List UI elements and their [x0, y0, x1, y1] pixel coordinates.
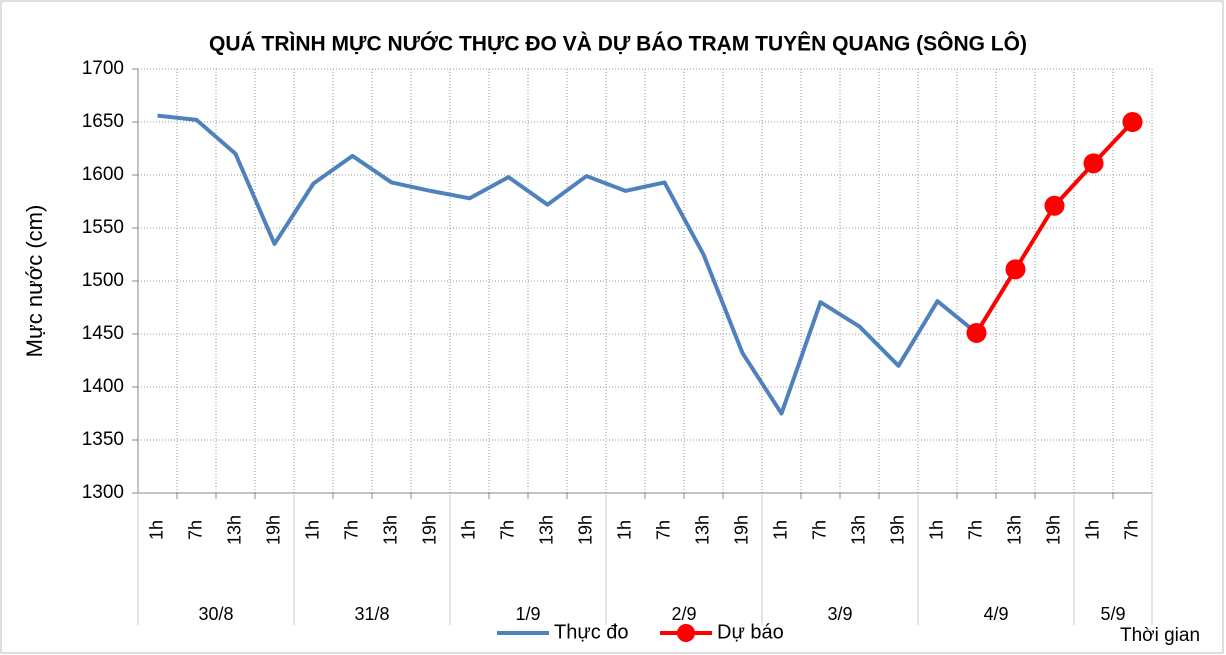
- x-tick-label: 19h: [1043, 515, 1063, 545]
- y-tick-label: 1350: [82, 429, 124, 450]
- x-tick-label: 13h: [692, 515, 712, 545]
- group-label: 30/8: [198, 604, 233, 624]
- series-marker: [1083, 153, 1104, 174]
- series-marker: [1044, 195, 1065, 216]
- legend-label: Dự báo: [717, 621, 784, 643]
- y-tick-label: 1500: [82, 270, 124, 291]
- x-axis-label: Thời gian: [1120, 625, 1200, 646]
- x-tick-label: 13h: [224, 515, 244, 545]
- series-marker: [966, 322, 987, 343]
- x-tick-label: 19h: [419, 515, 439, 545]
- x-tick-label: 19h: [263, 515, 283, 545]
- x-tick-label: 7h: [965, 520, 985, 540]
- x-tick-label: 1h: [926, 520, 946, 540]
- x-tick-label: 1h: [770, 520, 790, 540]
- x-tick-label: 7h: [497, 520, 517, 540]
- y-tick-label: 1450: [82, 323, 124, 344]
- x-tick-label: 1h: [1082, 520, 1102, 540]
- x-tick-label: 19h: [731, 515, 751, 545]
- group-label: 4/9: [983, 604, 1008, 624]
- group-label: 5/9: [1100, 604, 1125, 624]
- group-label: 2/9: [671, 604, 696, 624]
- x-tick-label: 19h: [887, 515, 907, 545]
- chart-title: QUÁ TRÌNH MỰC NƯỚC THỰC ĐO VÀ DỰ BÁO TRẠ…: [209, 32, 1027, 56]
- x-tick-label: 19h: [575, 515, 595, 545]
- legend-marker: [677, 624, 695, 642]
- y-tick-label: 1300: [82, 482, 124, 503]
- x-tick-label: 13h: [380, 515, 400, 545]
- series-line: [157, 113, 978, 416]
- y-tick-label: 1650: [82, 111, 124, 132]
- x-tick-label: 7h: [809, 520, 829, 540]
- x-tick-label: 1h: [146, 520, 166, 540]
- group-label: 3/9: [827, 604, 852, 624]
- x-tick-label: 1h: [614, 520, 634, 540]
- y-tick-label: 1600: [82, 164, 124, 185]
- y-tick-label: 1550: [82, 217, 124, 238]
- x-tick-label: 13h: [536, 515, 556, 545]
- x-tick-label: 7h: [185, 520, 205, 540]
- x-tick-label: 7h: [341, 520, 361, 540]
- x-tick-label: 13h: [1004, 515, 1024, 545]
- x-tick-label: 7h: [653, 520, 673, 540]
- x-tick-label: 13h: [848, 515, 868, 545]
- x-tick-label: 1h: [458, 520, 478, 540]
- group-label: 31/8: [354, 604, 389, 624]
- y-tick-label: 1700: [82, 58, 124, 79]
- series-marker: [1005, 259, 1026, 280]
- y-axis-label: Mực nước (cm): [22, 205, 47, 358]
- legend-label: Thực đo: [554, 621, 629, 643]
- x-tick-label: 1h: [302, 520, 322, 540]
- series-marker: [1122, 112, 1143, 132]
- x-tick-label: 7h: [1121, 520, 1141, 540]
- y-tick-label: 1400: [82, 376, 124, 397]
- group-label: 1/9: [515, 604, 540, 624]
